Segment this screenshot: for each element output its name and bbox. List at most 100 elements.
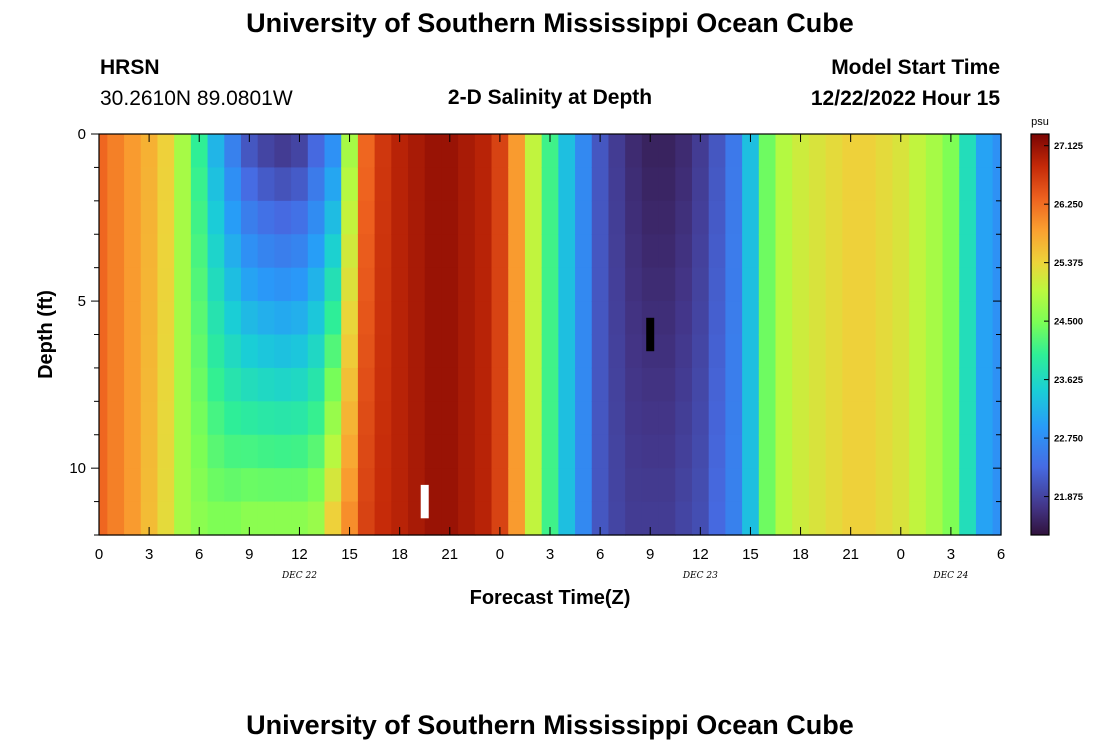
- heatmap-cell: [541, 234, 559, 269]
- heatmap-cell: [842, 501, 860, 536]
- heatmap-cell: [291, 267, 309, 302]
- heatmap-cell: [124, 200, 142, 235]
- heatmap-cell: [942, 200, 960, 235]
- heatmap-cell: [207, 200, 225, 235]
- heatmap-cell: [274, 167, 292, 202]
- colorbar-tick-label: 24.500: [1054, 317, 1083, 328]
- x-axis: 0 3 6 9 12 15 18 21 0 3 6 9 12 15 18 21 0 3 6 DEC 22 DEC 23 D…: [95, 134, 1005, 581]
- heatmap-cell: [524, 434, 543, 469]
- heatmap-cell: [825, 401, 843, 436]
- heatmap-cell: [124, 501, 142, 536]
- heatmap-cell: [591, 301, 610, 336]
- heatmap-cell: [959, 501, 977, 536]
- heatmap-cell: [391, 134, 409, 169]
- heatmap-cell: [357, 234, 376, 269]
- heatmap-cell: [909, 134, 927, 169]
- heatmap-cell: [240, 434, 259, 469]
- heatmap-cell: [808, 301, 827, 336]
- heatmap-cell: [725, 434, 743, 469]
- heatmap-cell: [925, 267, 944, 302]
- heatmap-cell: [859, 334, 877, 369]
- heatmap-cell: [491, 200, 509, 235]
- heatmap-cell: [925, 301, 944, 336]
- heatmap-cell: [107, 301, 125, 336]
- heatmap-cell: [324, 468, 342, 503]
- heatmap-cell: [859, 434, 877, 469]
- heatmap-cell: [992, 434, 1002, 469]
- heatmap-cell: [458, 468, 476, 503]
- heatmap-cell: [725, 401, 743, 436]
- heatmap-cell: [274, 468, 292, 503]
- heatmap-cell: [775, 501, 793, 536]
- heatmap-cell: [608, 200, 626, 235]
- heatmap-cell: [975, 134, 994, 169]
- heatmap-cell: [274, 401, 292, 436]
- heatmap-cell: [357, 200, 376, 235]
- heatmap-cell: [441, 367, 459, 402]
- heatmap-cell: [608, 267, 626, 302]
- heatmap-cell: [408, 200, 426, 235]
- x-tick-label: 15: [742, 546, 759, 563]
- heatmap-cell: [524, 367, 543, 402]
- heatmap-cell: [825, 267, 843, 302]
- heatmap-cell: [591, 200, 610, 235]
- heatmap-cell: [959, 401, 977, 436]
- heatmap-cell: [992, 167, 1002, 202]
- heatmap-cell: [441, 234, 459, 269]
- heatmap-cell: [825, 167, 843, 202]
- heatmap-cell: [625, 234, 643, 269]
- heatmap-cell: [124, 468, 142, 503]
- heatmap-cell: [658, 301, 676, 336]
- x-tick-label: 9: [646, 546, 654, 563]
- heatmap-cell: [842, 267, 860, 302]
- heatmap-cell: [909, 301, 927, 336]
- heatmap-cell: [190, 234, 209, 269]
- heatmap-cell: [224, 301, 242, 336]
- heatmap-cell: [792, 167, 810, 202]
- heatmap-cell: [742, 200, 760, 235]
- heatmap-cell: [357, 434, 376, 469]
- heatmap-cell: [291, 134, 309, 169]
- heatmap-cell: [541, 401, 559, 436]
- heatmap-cell: [458, 134, 476, 169]
- heatmap-cell: [357, 267, 376, 302]
- heatmap-cell: [491, 501, 509, 536]
- heatmap-cell: [240, 200, 259, 235]
- heatmap-cell: [808, 468, 827, 503]
- heatmap-cell: [892, 334, 910, 369]
- heatmap-cell: [524, 234, 543, 269]
- heatmap-cell: [541, 167, 559, 202]
- heatmap-cell: [691, 134, 710, 169]
- heatmap-cell: [491, 434, 509, 469]
- heatmap-cell: [291, 468, 309, 503]
- heatmap-cell: [157, 367, 175, 402]
- heatmap-cell: [591, 468, 610, 503]
- heatmap-cell: [99, 334, 108, 369]
- heatmap-cell: [474, 367, 493, 402]
- heatmap-cell: [591, 134, 610, 169]
- heatmap-cell: [274, 367, 292, 402]
- heatmap-cell: [140, 434, 159, 469]
- heatmap-cell: [992, 134, 1002, 169]
- heatmap-cell: [792, 234, 810, 269]
- heatmap-cell: [99, 301, 108, 336]
- heatmap-cell: [190, 334, 209, 369]
- heatmap-cell: [925, 234, 944, 269]
- heatmap-cell: [508, 200, 526, 235]
- heatmap-cell: [875, 434, 894, 469]
- heatmap-cell: [558, 401, 576, 436]
- heatmap-cell: [708, 367, 726, 402]
- heatmap-cell: [708, 501, 726, 536]
- heatmap-cell: [591, 434, 610, 469]
- heatmap-cell: [207, 167, 225, 202]
- heatmap-cell: [641, 167, 660, 202]
- heatmap-cell: [207, 501, 225, 536]
- heatmap-cell: [508, 234, 526, 269]
- heatmap-cell: [558, 200, 576, 235]
- heatmap-cell: [508, 134, 526, 169]
- heatmap-cell: [725, 367, 743, 402]
- heatmap-cell: [725, 468, 743, 503]
- heatmap-cell: [374, 401, 392, 436]
- heatmap-cell: [257, 367, 275, 402]
